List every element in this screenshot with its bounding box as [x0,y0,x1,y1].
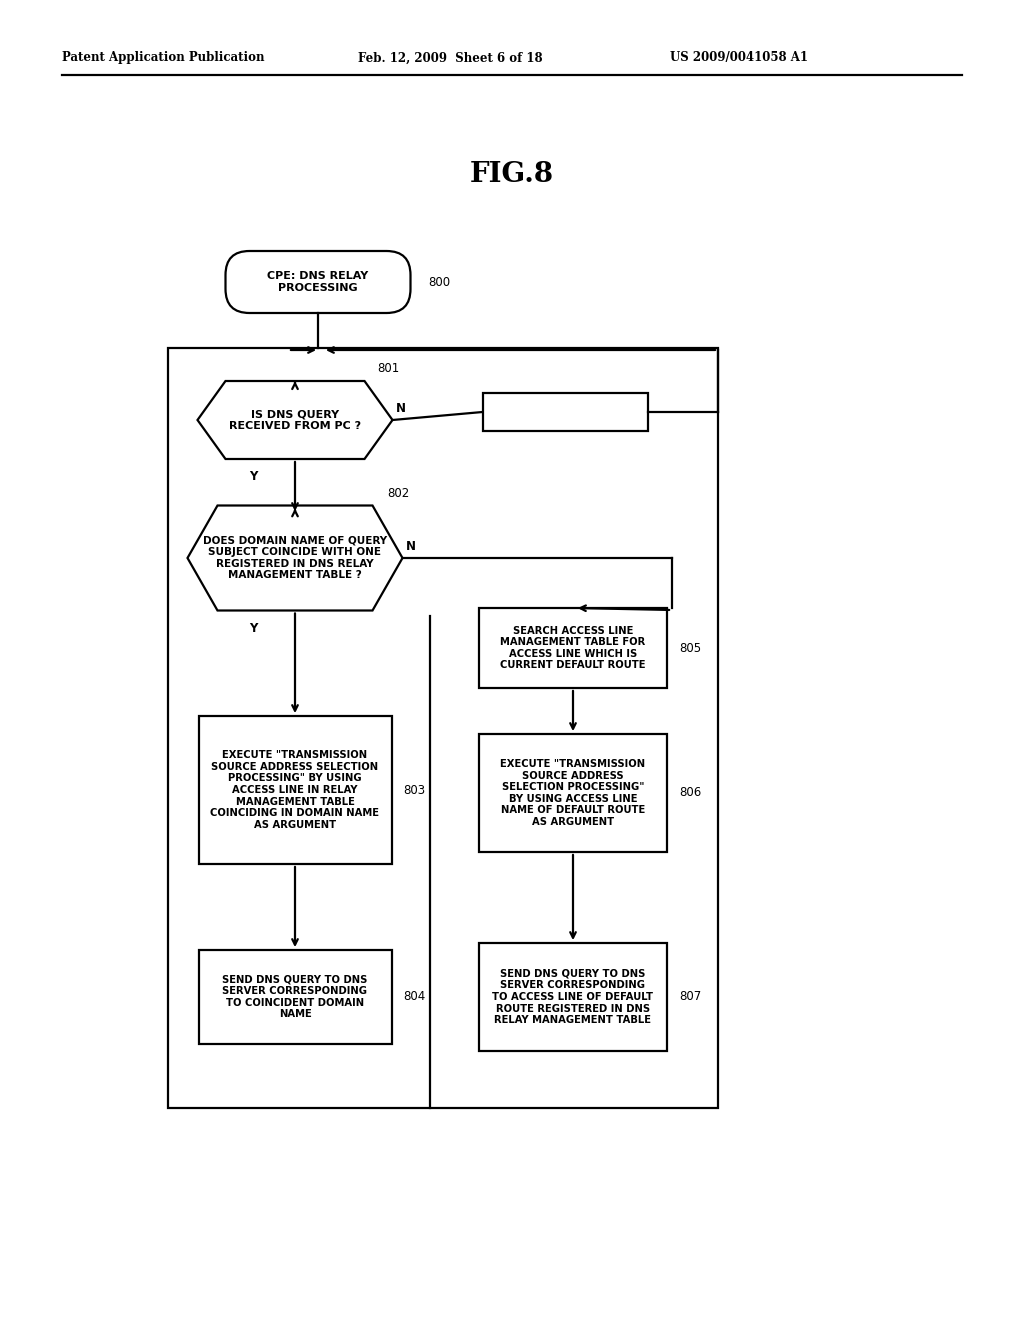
Text: N: N [406,540,416,553]
Text: 807: 807 [679,990,701,1003]
Text: Y: Y [249,622,257,635]
Text: SEARCH ACCESS LINE
MANAGEMENT TABLE FOR
ACCESS LINE WHICH IS
CURRENT DEFAULT ROU: SEARCH ACCESS LINE MANAGEMENT TABLE FOR … [501,626,646,671]
Text: US 2009/0041058 A1: US 2009/0041058 A1 [670,51,808,65]
Polygon shape [198,381,392,459]
Text: 801: 801 [378,363,399,375]
Text: 804: 804 [403,990,426,1003]
Text: Y: Y [249,470,257,483]
Text: DOES DOMAIN NAME OF QUERY
SUBJECT COINCIDE WITH ONE
REGISTERED IN DNS RELAY
MANA: DOES DOMAIN NAME OF QUERY SUBJECT COINCI… [203,536,387,581]
Bar [479,942,667,1051]
Text: 800: 800 [428,276,451,289]
Text: FIG.8: FIG.8 [470,161,554,189]
Bar [479,734,667,851]
Bar [482,393,647,432]
Text: SEND DNS QUERY TO DNS
SERVER CORRESPONDING
TO COINCIDENT DOMAIN
NAME: SEND DNS QUERY TO DNS SERVER CORRESPONDI… [222,974,368,1019]
Text: Patent Application Publication: Patent Application Publication [62,51,264,65]
Text: 803: 803 [403,784,426,796]
Text: 806: 806 [679,787,701,800]
Bar [168,348,718,1107]
Bar [199,715,391,865]
Text: EXECUTE "TRANSMISSION
SOURCE ADDRESS SELECTION
PROCESSING" BY USING
ACCESS LINE : EXECUTE "TRANSMISSION SOURCE ADDRESS SEL… [211,750,380,830]
FancyBboxPatch shape [225,251,411,313]
Text: SEND DNS QUERY TO DNS
SERVER CORRESPONDING
TO ACCESS LINE OF DEFAULT
ROUTE REGIS: SEND DNS QUERY TO DNS SERVER CORRESPONDI… [493,969,653,1026]
Text: 805: 805 [679,642,701,655]
Text: 802: 802 [387,487,410,500]
Text: CPE: DNS RELAY
PROCESSING: CPE: DNS RELAY PROCESSING [267,271,369,293]
Text: Feb. 12, 2009  Sheet 6 of 18: Feb. 12, 2009 Sheet 6 of 18 [358,51,543,65]
Bar [479,609,667,688]
Text: IS DNS QUERY
RECEIVED FROM PC ?: IS DNS QUERY RECEIVED FROM PC ? [229,409,361,430]
Text: N: N [395,401,406,414]
Bar [199,950,391,1044]
Polygon shape [187,506,402,610]
Text: EXECUTE "TRANSMISSION
SOURCE ADDRESS
SELECTION PROCESSING"
BY USING ACCESS LINE
: EXECUTE "TRANSMISSION SOURCE ADDRESS SEL… [501,759,645,828]
